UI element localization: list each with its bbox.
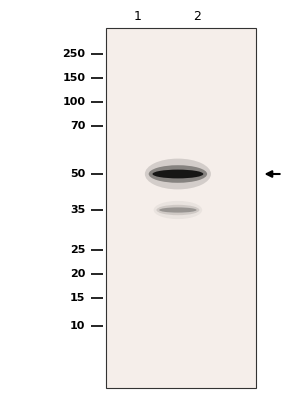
Text: 35: 35 xyxy=(70,205,85,215)
Ellipse shape xyxy=(149,165,207,183)
Text: 50: 50 xyxy=(70,169,85,179)
Text: 10: 10 xyxy=(70,321,85,331)
Text: 2: 2 xyxy=(193,10,201,22)
Text: 150: 150 xyxy=(62,73,85,83)
Ellipse shape xyxy=(154,201,202,219)
Ellipse shape xyxy=(156,205,199,215)
Ellipse shape xyxy=(159,207,197,213)
Ellipse shape xyxy=(152,170,203,178)
Text: 100: 100 xyxy=(62,97,85,107)
Text: 25: 25 xyxy=(70,245,85,255)
Text: 70: 70 xyxy=(70,121,85,131)
Text: 15: 15 xyxy=(70,293,85,303)
Text: 250: 250 xyxy=(62,49,85,59)
Text: 20: 20 xyxy=(70,269,85,279)
Bar xyxy=(106,28,256,388)
Text: 1: 1 xyxy=(134,10,141,22)
Ellipse shape xyxy=(145,159,211,190)
